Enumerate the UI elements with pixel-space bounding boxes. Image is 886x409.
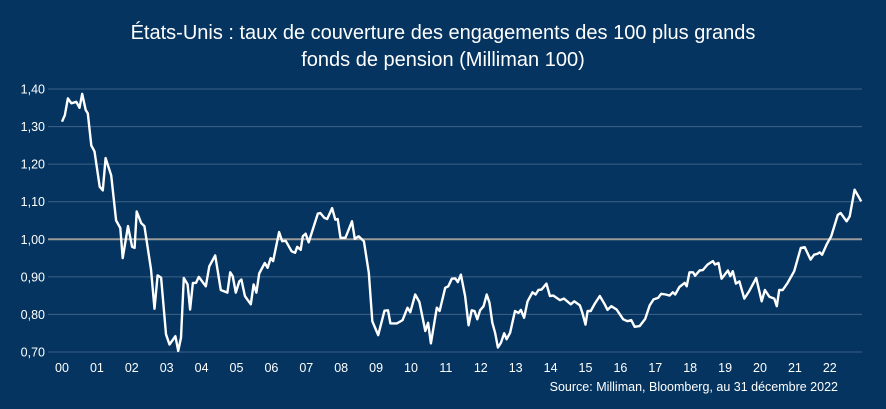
x-tick-label: 16: [613, 361, 627, 375]
x-tick-label: 11: [439, 361, 452, 375]
chart-title-line-2: fonds de pension (Milliman 100): [301, 49, 585, 71]
x-tick-label: 19: [718, 361, 732, 375]
y-tick-label: 0,80: [21, 308, 45, 322]
x-tick-label: 01: [90, 361, 104, 375]
x-tick-label: 04: [195, 361, 209, 375]
y-tick-label: 0,70: [21, 346, 45, 360]
series-line: [60, 92, 863, 353]
x-tick-label: 14: [544, 361, 558, 375]
y-tick-label: 1,10: [21, 195, 45, 209]
x-tick-label: 06: [264, 361, 278, 375]
x-tick-label: 00: [55, 361, 69, 375]
x-tick-label: 12: [474, 361, 488, 375]
source-note: Source: Milliman, Bloomberg, au 31 décem…: [549, 380, 838, 394]
x-tick-label: 22: [823, 361, 837, 375]
x-tick-label: 21: [788, 361, 802, 375]
x-tick-label: 18: [683, 361, 697, 375]
x-tick-label: 02: [125, 361, 139, 375]
y-tick-label: 1,30: [21, 120, 45, 134]
x-tick-label: 09: [369, 361, 383, 375]
x-tick-label: 10: [404, 361, 418, 375]
y-tick-label: 1,00: [21, 233, 45, 247]
x-tick-label: 17: [648, 361, 662, 375]
y-tick-label: 1,40: [21, 83, 45, 97]
x-tick-label: 08: [334, 361, 348, 375]
x-tick-label: 20: [753, 361, 767, 375]
x-tick-label: 07: [299, 361, 313, 375]
y-tick-label: 1,20: [21, 158, 45, 172]
chart-title-line-1: États-Unis : taux de couverture des enga…: [130, 22, 756, 44]
x-tick-label: 03: [160, 361, 174, 375]
x-tick-label: 05: [230, 361, 244, 375]
y-tick-label: 0,90: [21, 270, 45, 284]
x-tick-label: 13: [509, 361, 523, 375]
x-tick-label: 15: [579, 361, 593, 375]
